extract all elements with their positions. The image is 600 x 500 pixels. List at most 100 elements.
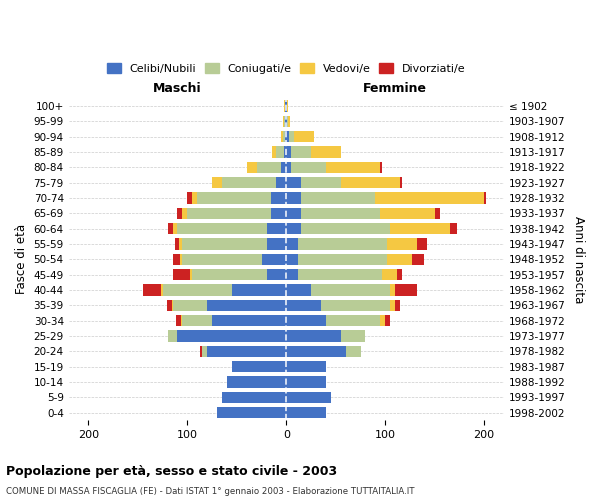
Bar — [385, 315, 390, 326]
Bar — [294, 131, 314, 142]
Bar — [277, 177, 286, 188]
Bar — [173, 254, 181, 265]
Bar — [281, 162, 286, 173]
Bar — [397, 269, 402, 280]
Bar — [212, 315, 286, 326]
Bar — [395, 284, 417, 296]
Bar — [227, 376, 286, 388]
Bar — [346, 346, 361, 357]
Bar — [286, 100, 287, 112]
Bar — [484, 192, 486, 203]
Bar — [284, 116, 286, 127]
Bar — [167, 300, 172, 311]
Bar — [286, 315, 326, 326]
Bar — [291, 146, 311, 158]
Bar — [167, 223, 173, 234]
Bar — [187, 192, 193, 203]
Bar — [181, 254, 182, 265]
Bar — [286, 392, 331, 403]
Bar — [222, 177, 277, 188]
Bar — [287, 100, 288, 112]
Bar — [277, 146, 284, 158]
Bar — [271, 192, 286, 203]
Bar — [247, 162, 257, 173]
Bar — [286, 361, 326, 372]
Bar — [286, 330, 341, 342]
Bar — [376, 192, 484, 203]
Legend: Celibi/Nubili, Coniugati/e, Vedovi/e, Divorziati/e: Celibi/Nubili, Coniugati/e, Vedovi/e, Di… — [103, 59, 470, 78]
Bar — [284, 146, 286, 158]
Text: Maschi: Maschi — [153, 82, 202, 96]
Y-axis label: Fasce di età: Fasce di età — [15, 224, 28, 294]
Bar — [217, 407, 286, 418]
Bar — [390, 284, 395, 296]
Bar — [182, 254, 262, 265]
Text: COMUNE DI MASSA FISCAGLIA (FE) - Dati ISTAT 1° gennaio 2003 - Elaborazione TUTTA: COMUNE DI MASSA FISCAGLIA (FE) - Dati IS… — [6, 487, 415, 496]
Bar — [286, 162, 291, 173]
Bar — [298, 238, 387, 250]
Bar — [266, 269, 286, 280]
Bar — [417, 238, 427, 250]
Bar — [193, 269, 266, 280]
Bar — [167, 330, 178, 342]
Bar — [286, 177, 301, 188]
Bar — [178, 208, 182, 219]
Bar — [143, 284, 161, 296]
Bar — [286, 116, 287, 127]
Bar — [271, 208, 286, 219]
Bar — [176, 315, 181, 326]
Bar — [163, 284, 232, 296]
Bar — [289, 131, 294, 142]
Bar — [190, 269, 193, 280]
Bar — [311, 146, 341, 158]
Bar — [232, 284, 286, 296]
Bar — [326, 162, 380, 173]
Bar — [284, 100, 286, 112]
Text: Femmine: Femmine — [363, 82, 427, 96]
Bar — [222, 392, 286, 403]
Bar — [301, 223, 390, 234]
Bar — [181, 315, 182, 326]
Bar — [266, 238, 286, 250]
Bar — [232, 361, 286, 372]
Bar — [288, 116, 290, 127]
Bar — [281, 131, 283, 142]
Bar — [298, 254, 387, 265]
Bar — [283, 116, 284, 127]
Bar — [178, 223, 266, 234]
Bar — [197, 192, 271, 203]
Bar — [412, 254, 424, 265]
Bar — [395, 300, 400, 311]
Bar — [301, 192, 376, 203]
Bar — [326, 315, 380, 326]
Y-axis label: Anni di nascita: Anni di nascita — [572, 216, 585, 303]
Bar — [286, 376, 326, 388]
Bar — [283, 131, 286, 142]
Text: Popolazione per età, sesso e stato civile - 2003: Popolazione per età, sesso e stato civil… — [6, 464, 337, 477]
Bar — [178, 330, 286, 342]
Bar — [182, 208, 187, 219]
Bar — [286, 192, 301, 203]
Bar — [207, 300, 286, 311]
Bar — [202, 346, 207, 357]
Bar — [266, 223, 286, 234]
Bar — [298, 269, 382, 280]
Bar — [321, 300, 390, 311]
Bar — [257, 162, 281, 173]
Bar — [212, 177, 222, 188]
Bar — [380, 162, 382, 173]
Bar — [311, 284, 390, 296]
Bar — [161, 284, 163, 296]
Bar — [172, 300, 173, 311]
Bar — [175, 238, 179, 250]
Bar — [380, 208, 434, 219]
Bar — [387, 238, 417, 250]
Bar — [286, 146, 291, 158]
Bar — [382, 269, 397, 280]
Bar — [291, 162, 326, 173]
Bar — [286, 300, 321, 311]
Bar — [173, 223, 178, 234]
Bar — [179, 238, 182, 250]
Bar — [287, 116, 288, 127]
Bar — [182, 238, 266, 250]
